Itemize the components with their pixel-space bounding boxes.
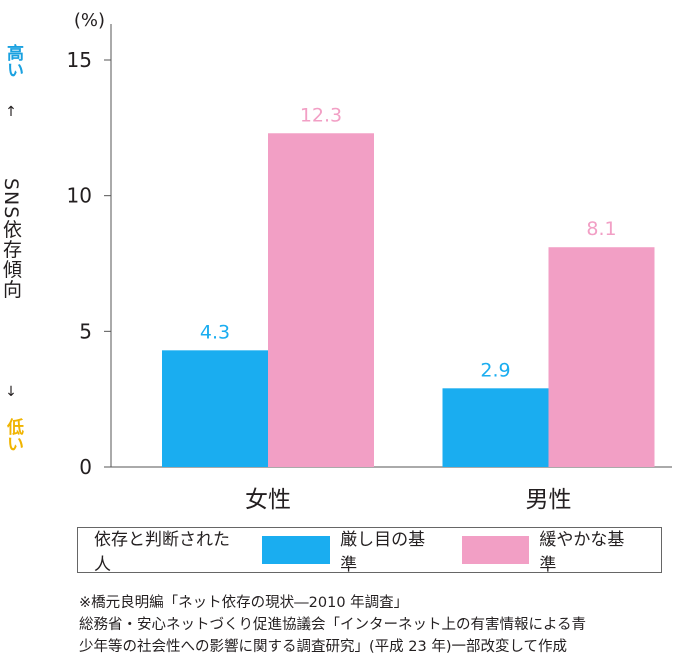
bar <box>442 388 549 467</box>
source-note-1: ※橋元良明編「ネット依存の現状―2010 年調査」 <box>79 595 409 611</box>
side-axis-label: SNS依存傾向 <box>0 178 22 300</box>
legend-label-strict: 厳し目の基準 <box>340 530 426 575</box>
legend-swatch-strict <box>262 536 331 564</box>
side-label-high: 高い <box>3 44 23 78</box>
x-category-label: 男性 <box>526 487 572 513</box>
data-label: 2.9 <box>480 359 510 381</box>
x-category-label: 女性 <box>245 487 291 513</box>
bar <box>548 247 655 467</box>
bar <box>268 133 374 467</box>
arrow-down-icon: ↓ <box>5 384 17 400</box>
legend: 依存と判断された人 厳し目の基準 緩やかな基準 <box>77 527 662 575</box>
legend-label-loose: 緩やかな基準 <box>539 530 625 575</box>
bar-chart: (%) 0 5 10 15 4.3 12.3 女性 2.9 8.1 男性 <box>67 10 672 513</box>
arrow-up-icon: ↑ <box>5 104 17 120</box>
bar <box>162 350 268 467</box>
data-label: 4.3 <box>200 321 230 343</box>
source-note-3: 少年等の社会性への影響に関する調査研究」(平成 23 年)一部改変して作成 <box>79 639 568 655</box>
data-label: 8.1 <box>586 218 616 240</box>
y-tick-label: 15 <box>67 48 92 72</box>
y-tick-label: 5 <box>79 319 92 343</box>
y-tick-label: 10 <box>67 184 92 208</box>
legend-title: 依存と判断された人 <box>94 530 230 575</box>
data-label: 12.3 <box>300 104 342 126</box>
y-tick-label: 0 <box>79 455 92 479</box>
source-note-2: 総務省・安心ネットづくり促進協議会「インターネット上の有害情報による青 <box>79 617 587 633</box>
side-label-low: 低い <box>3 418 23 452</box>
legend-swatch-loose <box>461 536 530 564</box>
y-unit-label: (%) <box>74 10 105 31</box>
